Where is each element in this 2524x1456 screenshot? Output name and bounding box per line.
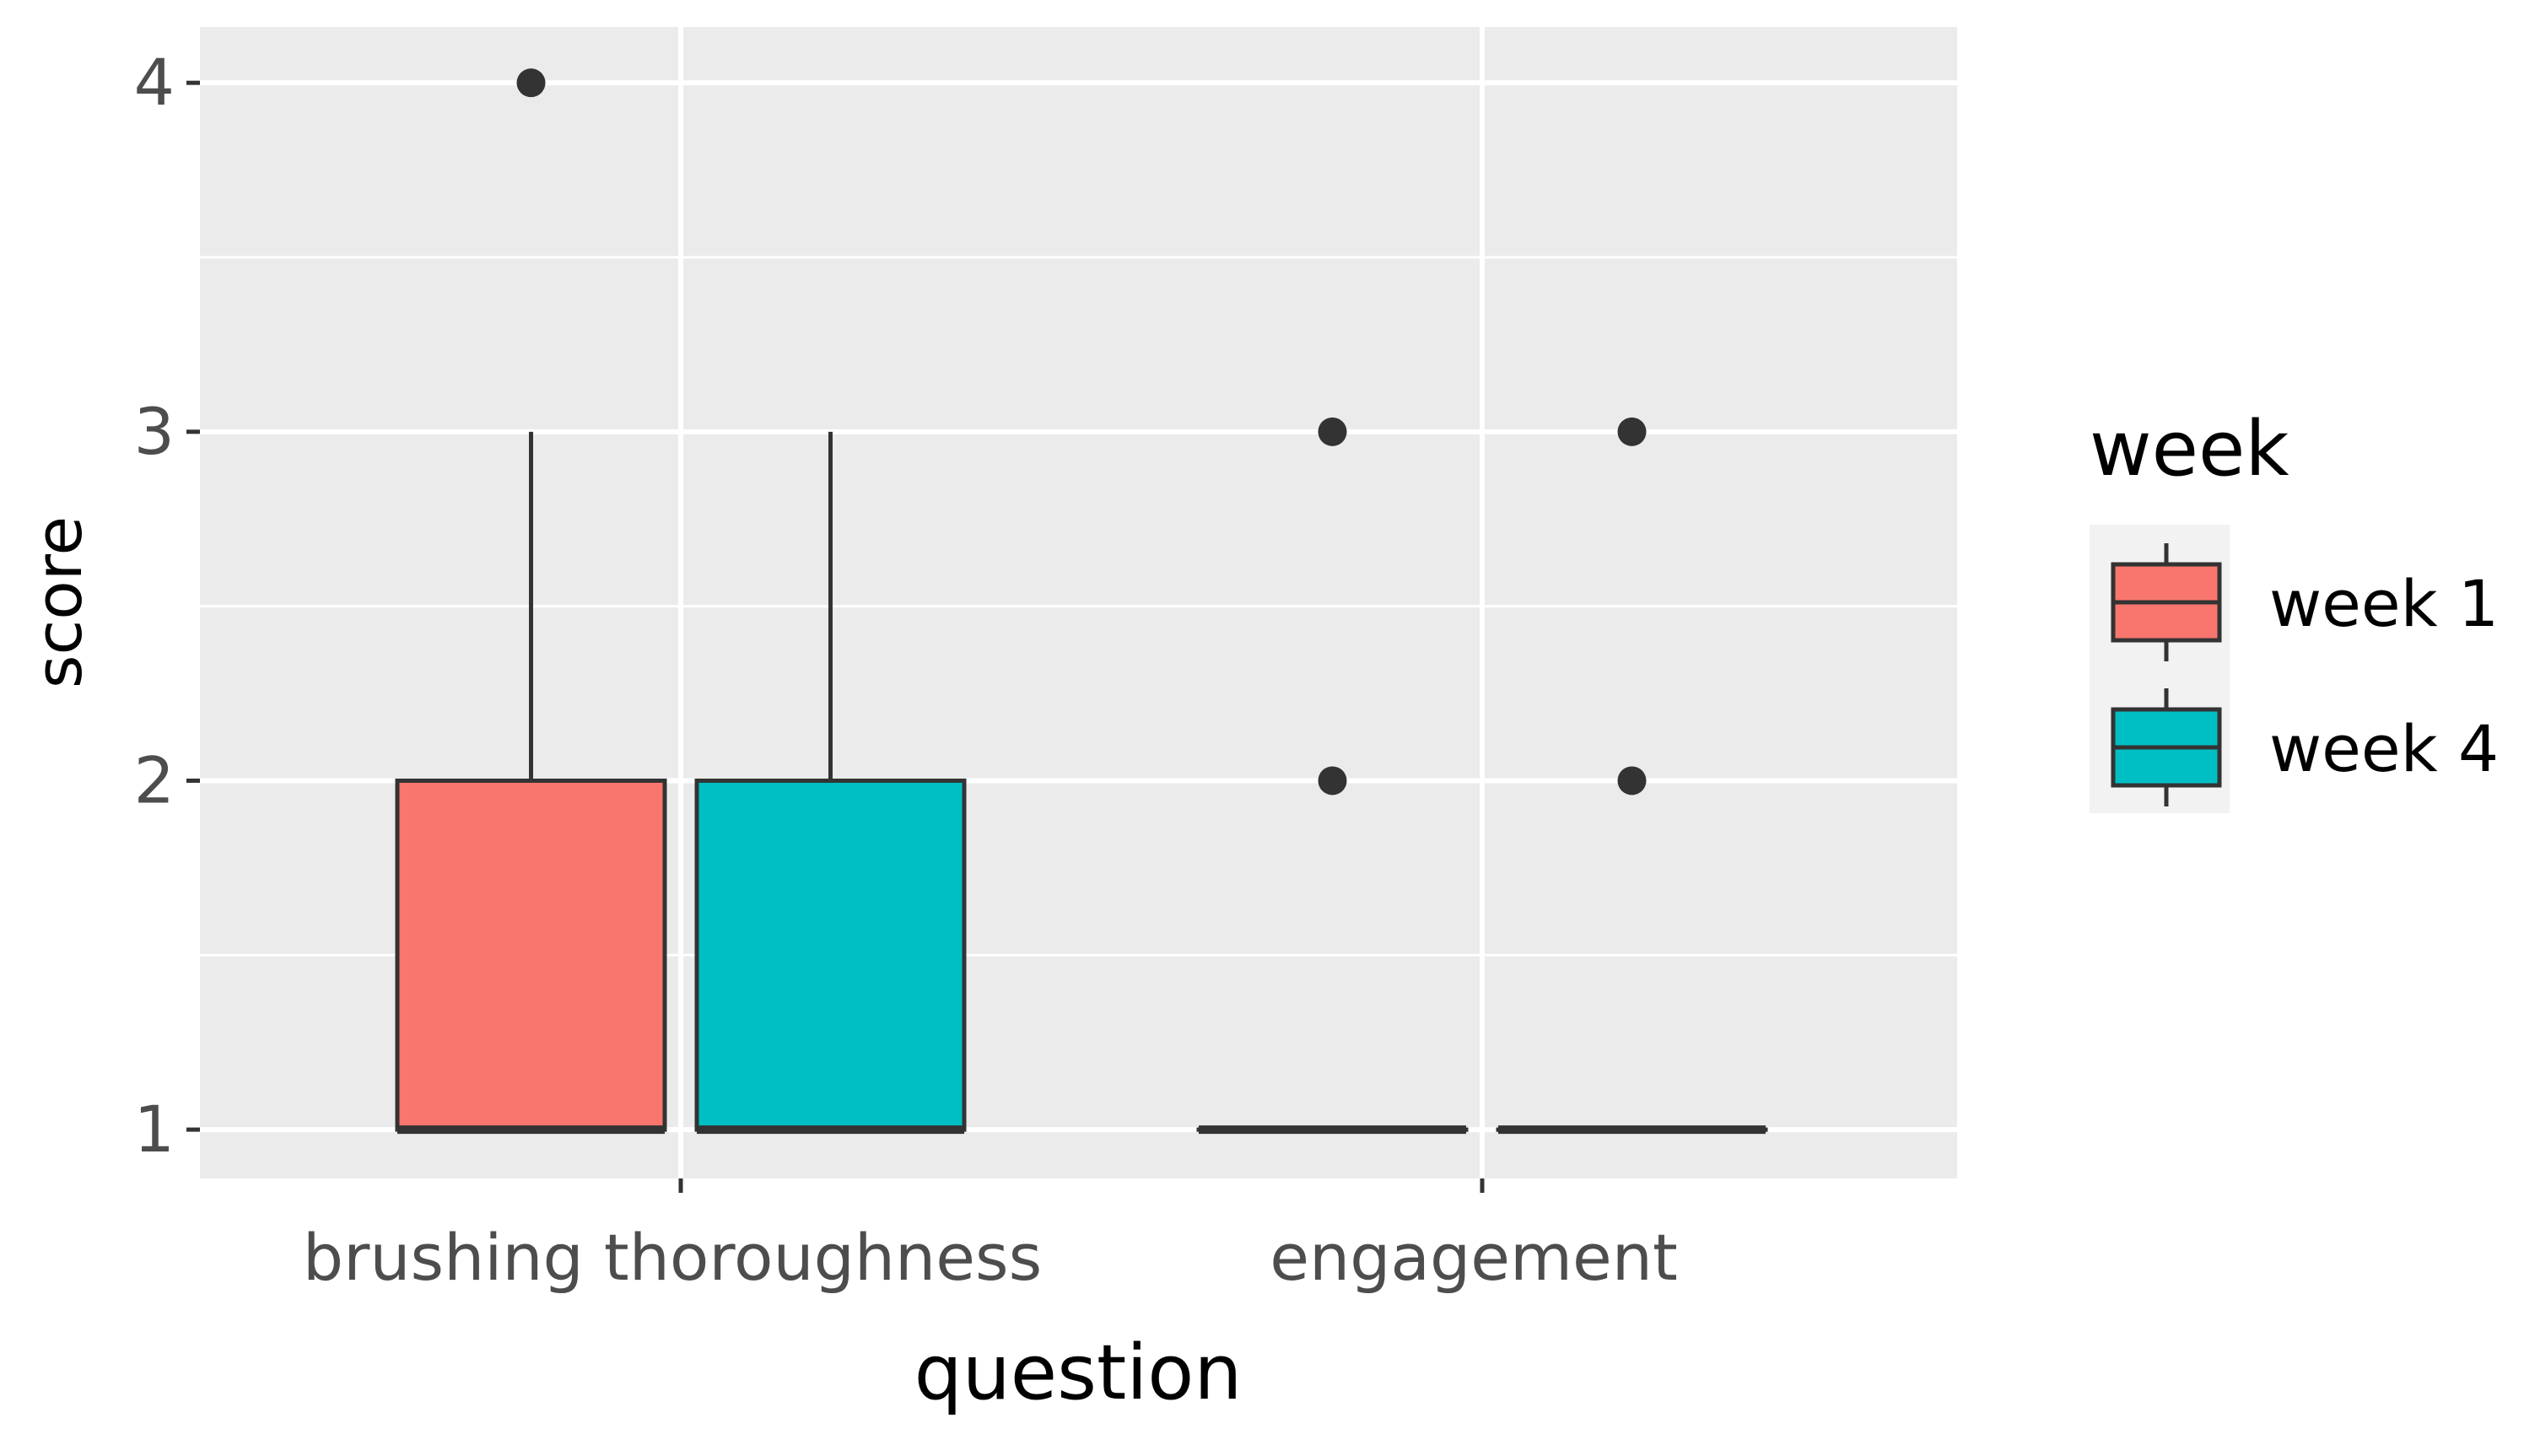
y-axis: 1 2 3 4: [134, 45, 200, 1167]
box-week-1-brushing-thoroughness: [395, 68, 667, 1135]
y-tick-label: 3: [134, 394, 175, 469]
legend-label: week 1: [2269, 566, 2499, 641]
outlier-point: [1617, 766, 1647, 795]
x-axis-title: question: [914, 1329, 1243, 1417]
box-layer: [395, 68, 1768, 1135]
x-tick-label: engagement: [1270, 1220, 1678, 1295]
box-body: [395, 778, 667, 1132]
outlier-point: [1318, 766, 1347, 795]
box-week-4-engagement: [1496, 417, 1768, 1135]
outlier-point: [516, 68, 546, 98]
x-axis: brushing thoroughness engagement: [303, 1178, 1678, 1295]
box-week-4-brushing-thoroughness: [694, 431, 967, 1135]
x-tick-label: brushing thoroughness: [303, 1220, 1042, 1295]
outlier-point: [1617, 417, 1647, 446]
y-tick-label: 1: [134, 1092, 175, 1167]
legend: week week 1 week 4: [2090, 405, 2499, 813]
legend-label: week 4: [2269, 711, 2499, 786]
box-week-1-engagement: [1196, 417, 1469, 1135]
y-tick-label: 2: [134, 742, 175, 817]
box-body: [694, 778, 967, 1132]
outlier-point: [1318, 417, 1347, 446]
legend-key-week-4: week 4: [2111, 688, 2499, 806]
legend-key-week-1: week 1: [2111, 543, 2499, 661]
y-tick-label: 4: [134, 45, 175, 120]
legend-title: week: [2090, 405, 2289, 493]
y-axis-title: score: [21, 516, 96, 688]
